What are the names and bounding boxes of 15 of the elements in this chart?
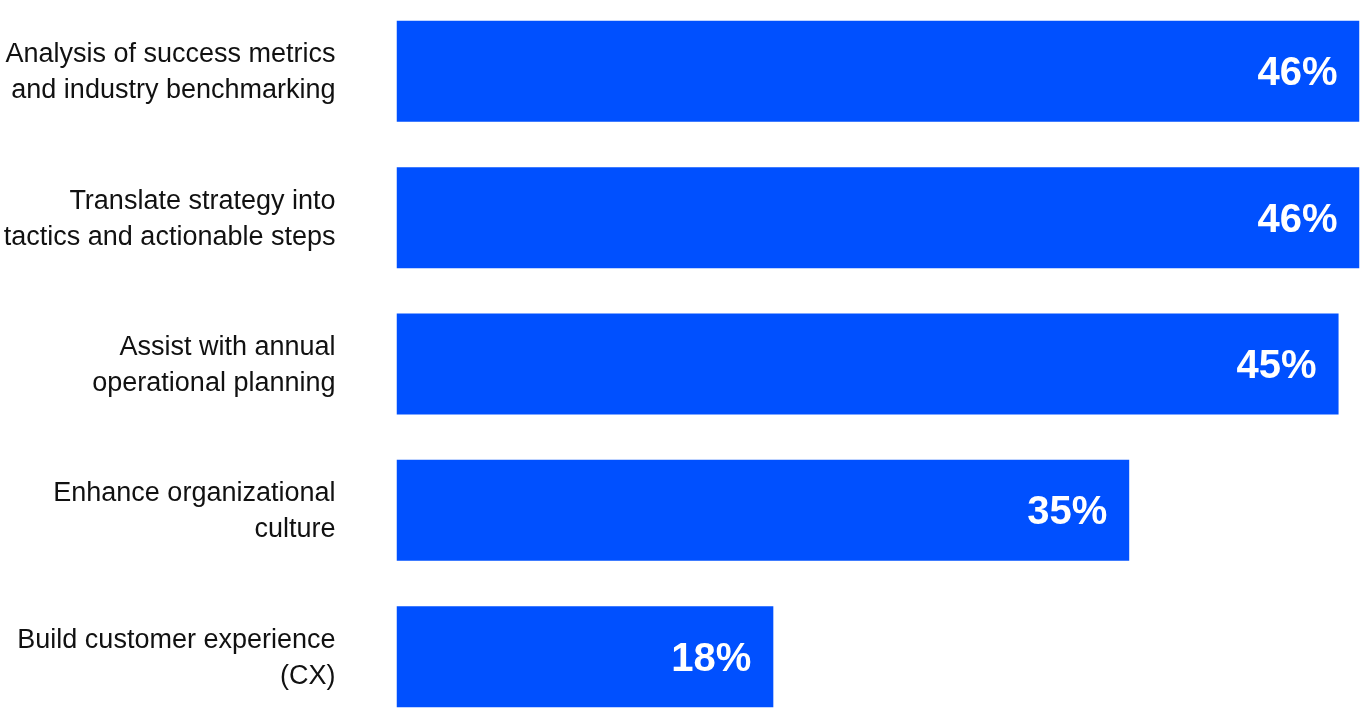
bar <box>396 167 1360 269</box>
bar <box>396 606 774 708</box>
y-tick-label: Analysis of success metrics and industry benchmarking <box>5 38 336 105</box>
y-tick-label: Translate strategy into tactics and actionable steps <box>3 184 336 251</box>
bar <box>396 459 1130 561</box>
data-label: 46% <box>1257 49 1338 94</box>
y-tick-label: Assist with annual operational planning <box>92 331 336 397</box>
data-label: 45% <box>1236 342 1317 386</box>
y-tick-label: Build customer experience (CX) <box>17 623 336 690</box>
bar <box>396 20 1360 122</box>
data-label: 46% <box>1257 195 1338 240</box>
data-label: 18% <box>671 634 752 679</box>
bar <box>396 313 1339 415</box>
y-tick-label: Enhance organizational culture <box>53 477 336 544</box>
data-label: 35% <box>1027 488 1108 533</box>
